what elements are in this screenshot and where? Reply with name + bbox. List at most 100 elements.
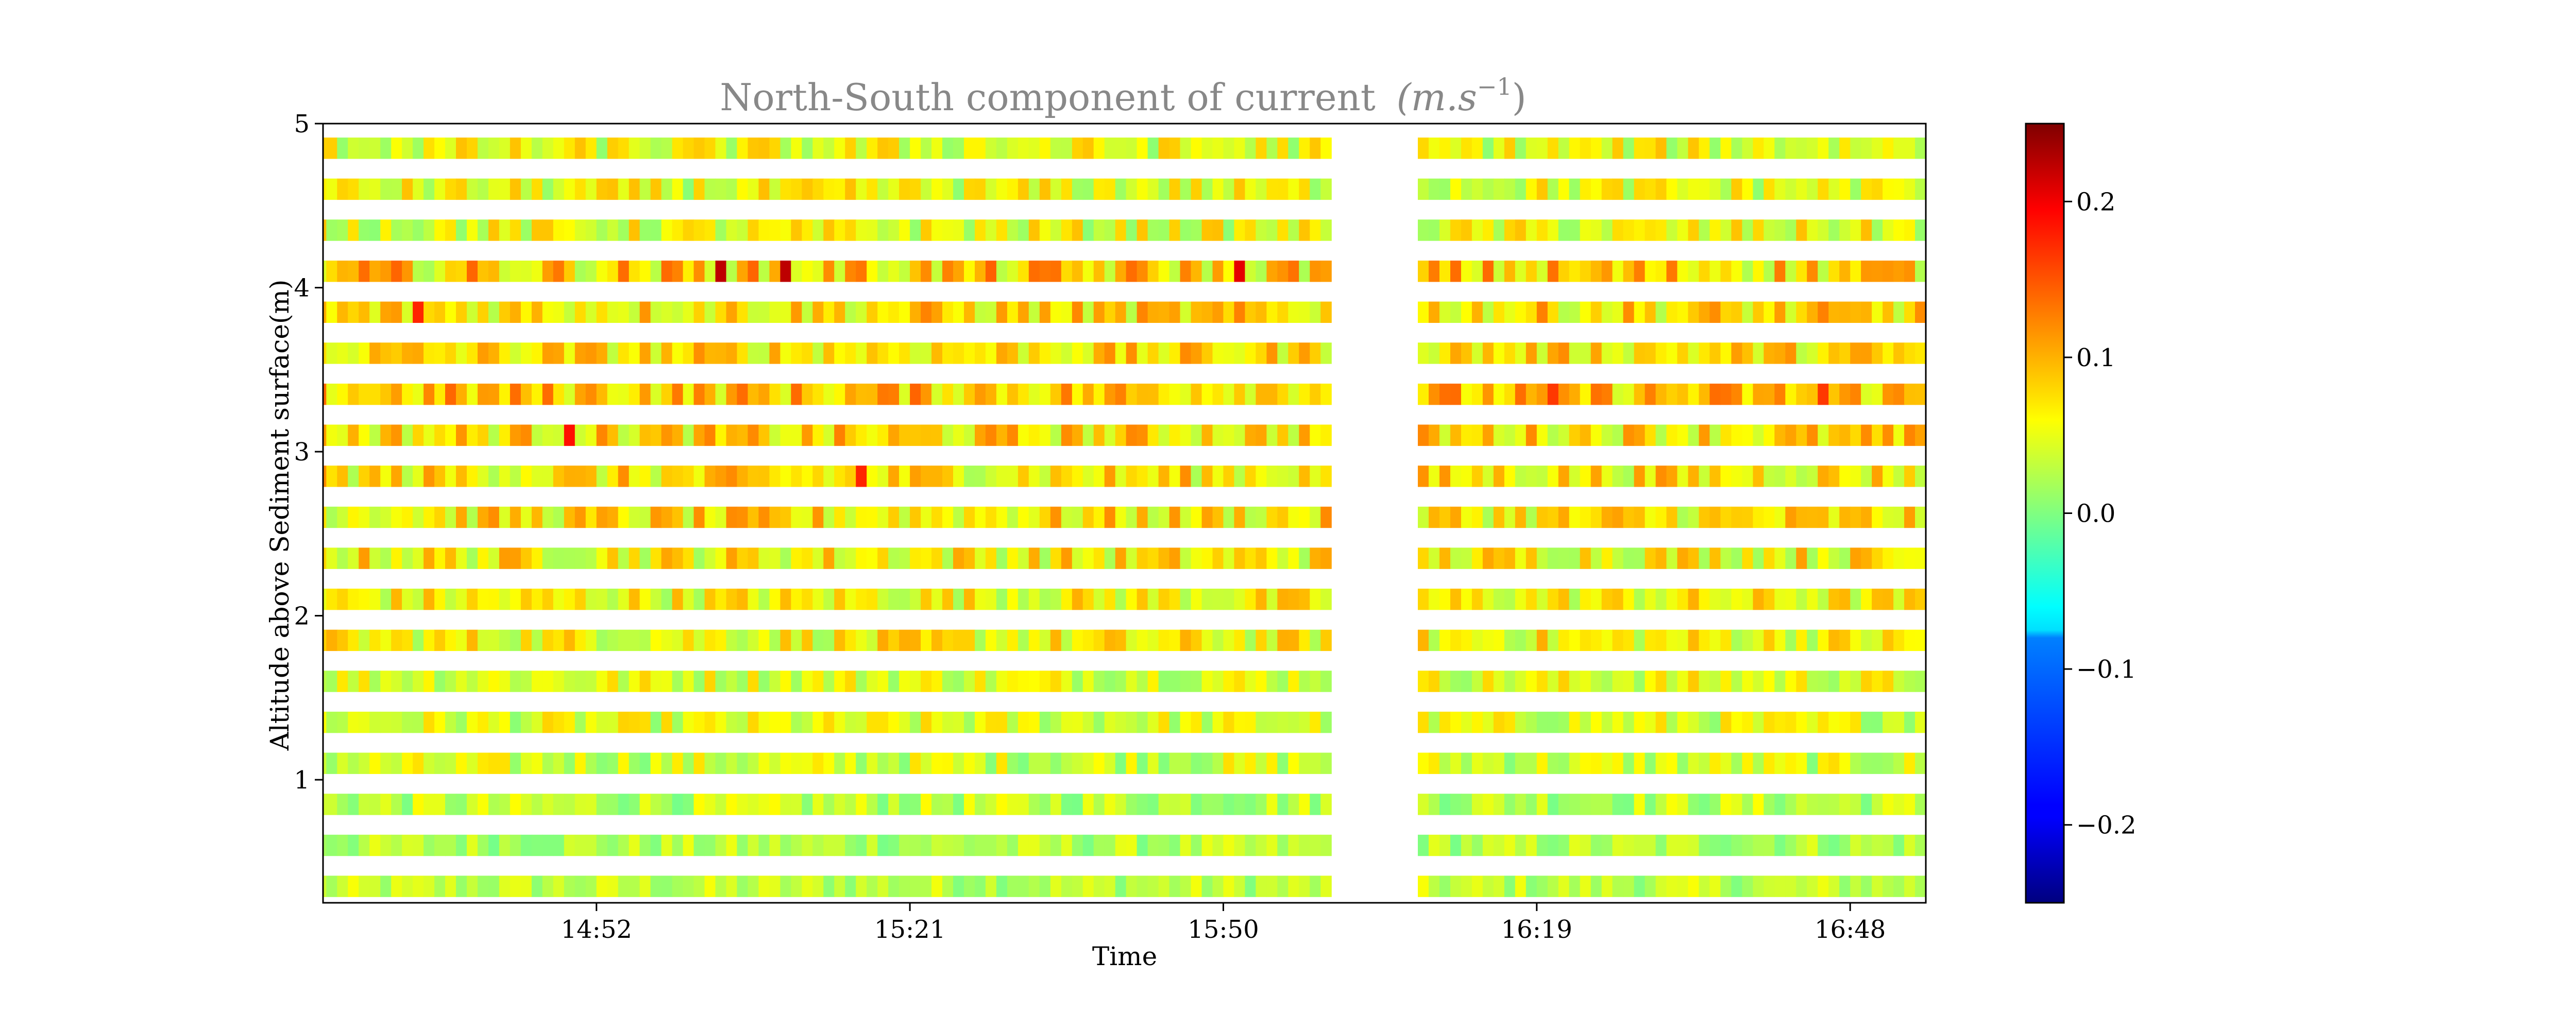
heatmap-cell (1277, 424, 1289, 446)
heatmap-cell (402, 876, 413, 897)
heatmap-cell (1471, 178, 1483, 200)
heatmap-cell (1191, 342, 1202, 364)
heatmap-cell (1504, 752, 1516, 774)
heatmap-cell (1547, 794, 1559, 815)
heatmap-cell (1266, 629, 1278, 651)
heatmap-cell (629, 794, 640, 815)
heatmap-cell (1093, 424, 1105, 446)
heatmap-cell (1461, 794, 1472, 815)
heatmap-cell (1850, 752, 1861, 774)
heatmap-cell (1320, 219, 1332, 241)
heatmap-cell (1450, 876, 1462, 897)
heatmap-cell (1471, 547, 1483, 569)
heatmap-cell (1039, 301, 1051, 323)
heatmap-cell (542, 178, 554, 200)
heatmap-cell (478, 301, 489, 323)
heatmap-cell (359, 876, 370, 897)
heatmap-cell (337, 711, 348, 733)
heatmap-cell (1418, 794, 1429, 815)
heatmap-cell (1634, 219, 1646, 241)
heatmap-cell (834, 219, 845, 241)
heatmap-cell (488, 671, 500, 692)
heatmap-cell (769, 342, 781, 364)
heatmap-cell (942, 794, 954, 815)
heatmap-cell (423, 342, 435, 364)
heatmap-cell (629, 834, 640, 856)
colorbar-tick-label: 0.2 (2076, 187, 2115, 216)
heatmap-cell (1699, 138, 1710, 159)
heatmap-cell (877, 219, 889, 241)
heatmap-cell (802, 876, 813, 897)
heatmap-cell (1256, 671, 1267, 692)
heatmap-cell (369, 506, 381, 528)
heatmap-cell (1861, 671, 1872, 692)
heatmap-cell (1655, 589, 1667, 610)
heatmap-cell (323, 671, 327, 692)
heatmap-cell (996, 506, 1008, 528)
heatmap-cell (1320, 342, 1332, 364)
heatmap-cell (1169, 671, 1181, 692)
heatmap-cell (413, 301, 424, 323)
heatmap-cell (1915, 794, 1926, 815)
heatmap-cell (1104, 589, 1116, 610)
heatmap-cell (748, 547, 759, 569)
heatmap-cell (639, 711, 651, 733)
heatmap-cell (1039, 219, 1051, 241)
heatmap-cell (1256, 261, 1267, 282)
heatmap-cell (391, 301, 402, 323)
heatmap-cell (1666, 424, 1678, 446)
heatmap-cell (1082, 752, 1094, 774)
heatmap-cell (867, 876, 878, 897)
heatmap-cell (1634, 876, 1646, 897)
heatmap-cell (812, 671, 824, 692)
heatmap-cell (478, 506, 489, 528)
heatmap-cell (704, 834, 716, 856)
heatmap-cell (369, 178, 381, 200)
heatmap-cell (1774, 383, 1786, 405)
heatmap-cell (1515, 629, 1527, 651)
heatmap-cell (531, 178, 543, 200)
heatmap-cell (369, 711, 381, 733)
heatmap-cell (1677, 342, 1689, 364)
heatmap-cell (1764, 261, 1775, 282)
heatmap-cell (1018, 301, 1029, 323)
heatmap-cell (921, 178, 932, 200)
heatmap-cell (1191, 876, 1202, 897)
heatmap-cell (856, 876, 867, 897)
heatmap-cell (1158, 466, 1170, 487)
heatmap-cell (1590, 342, 1602, 364)
heatmap-cell (1277, 506, 1289, 528)
heatmap-cell (975, 629, 986, 651)
heatmap-cell (1677, 261, 1689, 282)
heatmap-cell (564, 178, 575, 200)
heatmap-cell (985, 261, 997, 282)
heatmap-cell (1709, 342, 1721, 364)
heatmap-cell (1807, 261, 1818, 282)
heatmap-cell (1612, 466, 1624, 487)
heatmap-cell (1180, 178, 1192, 200)
heatmap-cell (1418, 589, 1429, 610)
heatmap-cell (618, 424, 630, 446)
heatmap-cell (1720, 629, 1732, 651)
heatmap-cell (975, 466, 986, 487)
heatmap-cell (1753, 466, 1764, 487)
heatmap-cell (1590, 424, 1602, 446)
heatmap-cell (780, 261, 791, 282)
heatmap-cell (1245, 876, 1256, 897)
heatmap-cell (1126, 876, 1138, 897)
heatmap-cell (899, 383, 910, 405)
heatmap-cell (1169, 876, 1181, 897)
heatmap-cell (1688, 219, 1700, 241)
heatmap-cell (1018, 138, 1029, 159)
x-tick-label: 16:48 (1815, 915, 1886, 944)
heatmap-cell (996, 342, 1008, 364)
heatmap-cell (1137, 466, 1148, 487)
heatmap-cell (1796, 752, 1807, 774)
heatmap-cell (1137, 834, 1148, 856)
heatmap-cell (693, 589, 705, 610)
heatmap-cell (1904, 138, 1916, 159)
heatmap-cell (726, 466, 738, 487)
heatmap-cell (1439, 178, 1451, 200)
heatmap-cell (1709, 219, 1721, 241)
heatmap-cell (1234, 876, 1245, 897)
